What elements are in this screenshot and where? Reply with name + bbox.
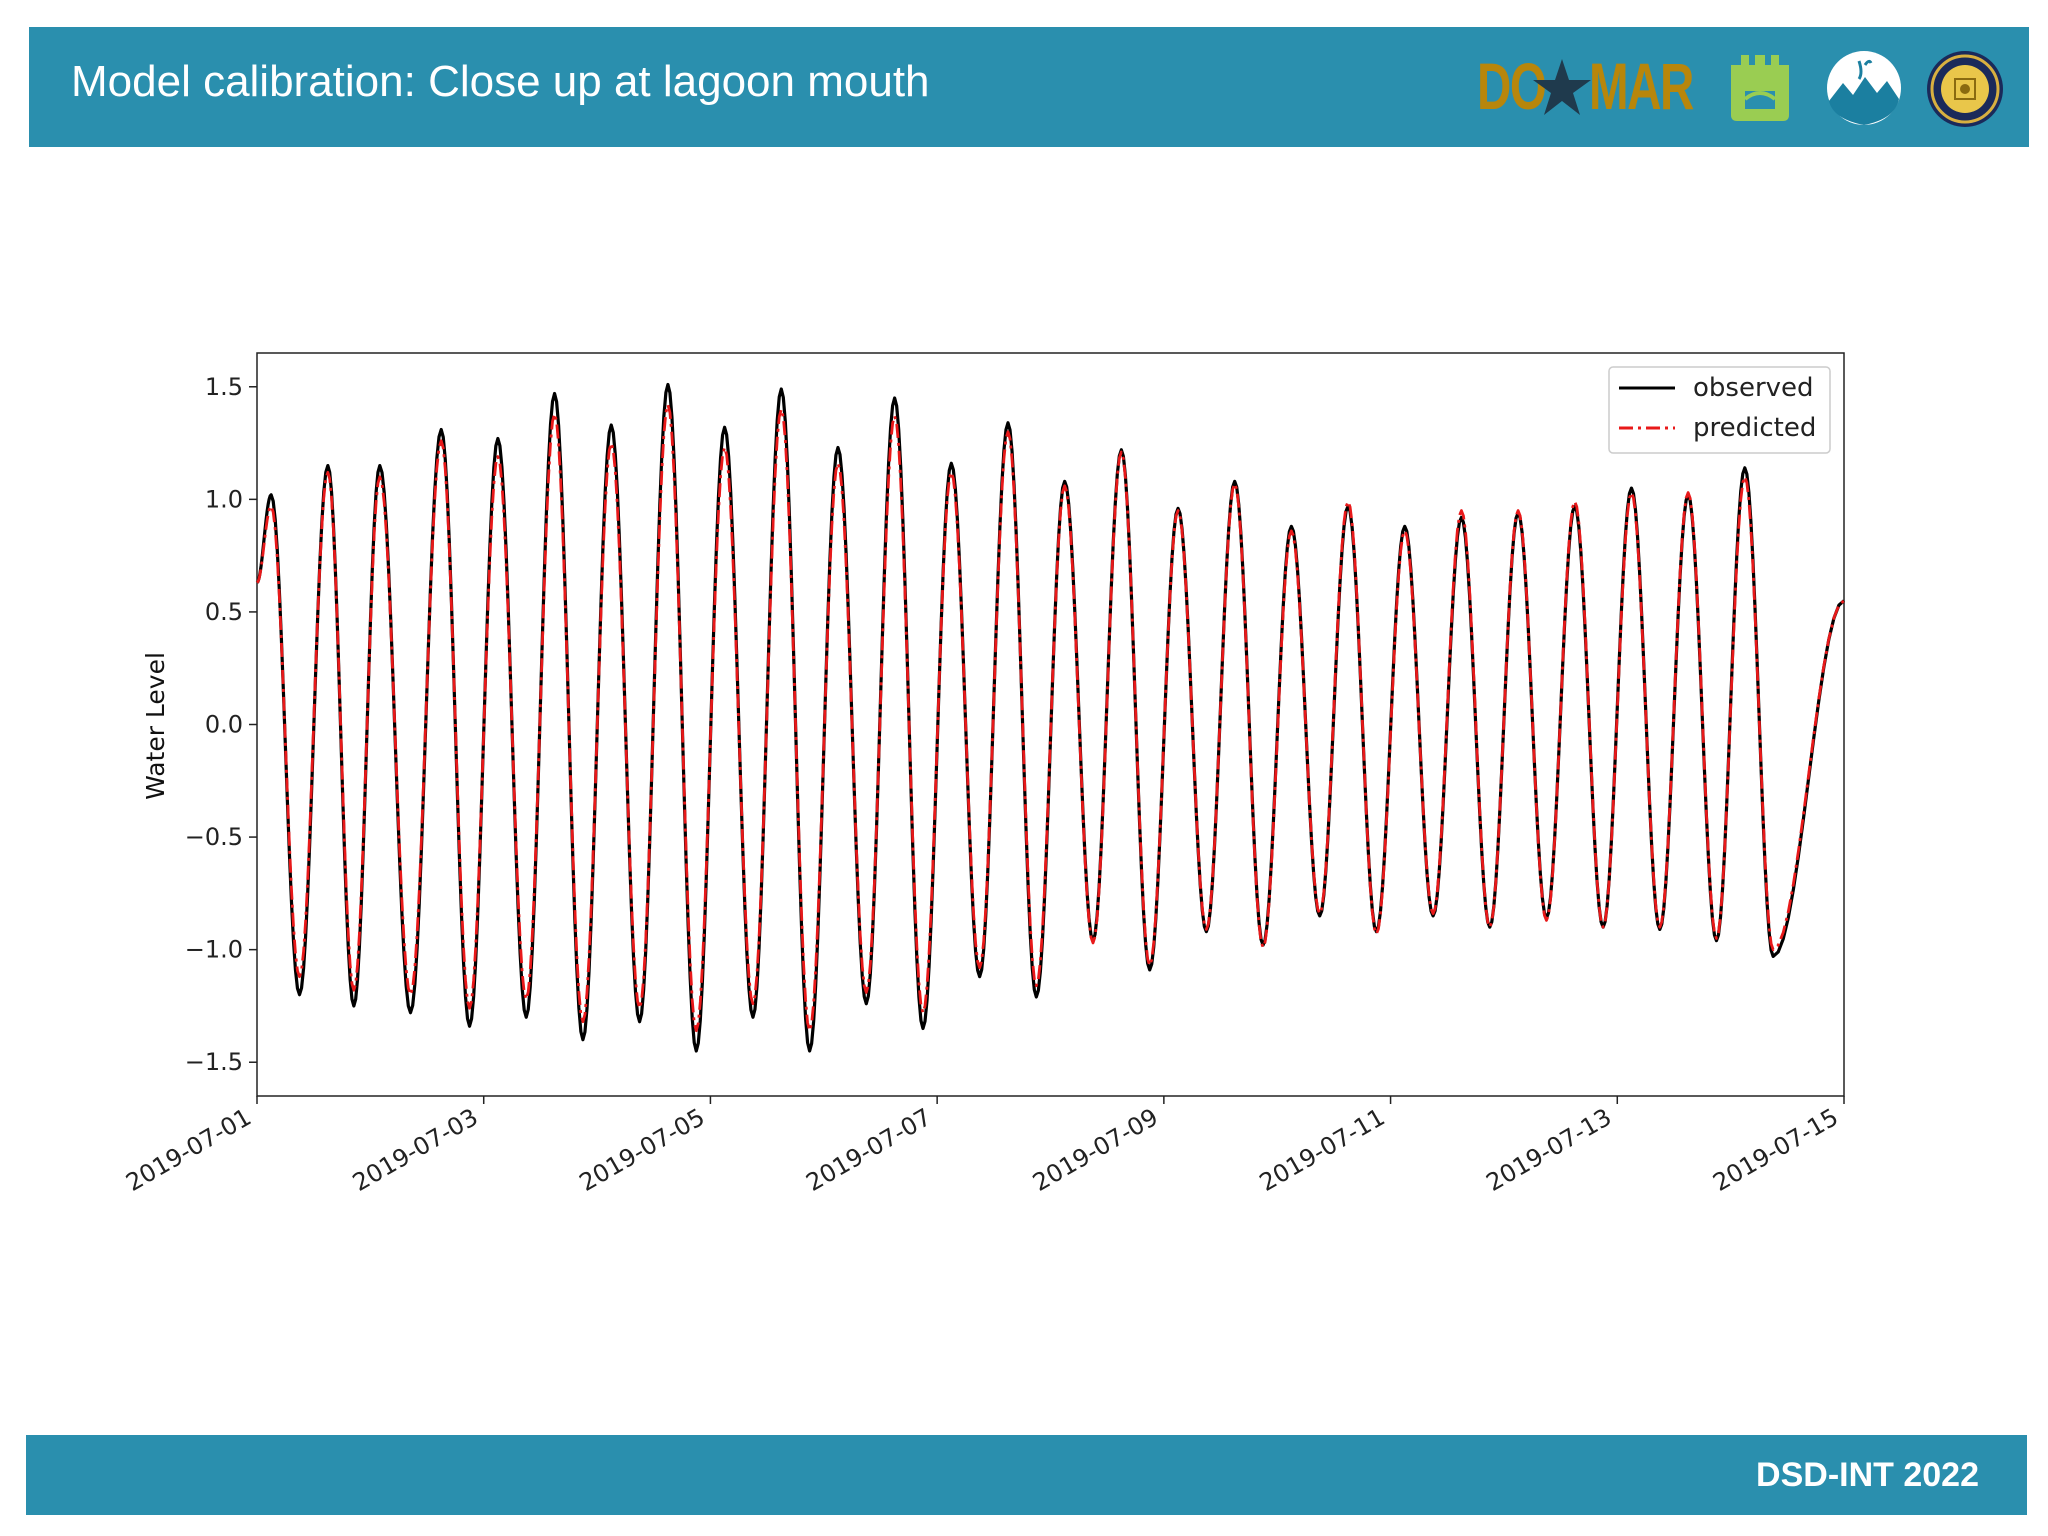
x-tick-label: 2019-07-05 <box>575 1103 710 1197</box>
header-bar: Model calibration: Close up at lagoon mo… <box>29 27 2029 147</box>
y-tick-label: 0.0 <box>205 711 243 739</box>
x-tick-label: 2019-07-01 <box>121 1103 256 1197</box>
y-tick-label: −1.0 <box>185 936 243 964</box>
y-tick-label: 1.0 <box>205 485 243 513</box>
series-layer <box>255 382 1846 1053</box>
wave-logo <box>1827 51 1901 125</box>
footer-bar: DSD-INT 2022 <box>26 1435 2027 1515</box>
y-tick-label: −1.5 <box>185 1048 243 1076</box>
y-tick-label: 0.5 <box>205 598 243 626</box>
legend: observed predicted <box>1608 366 1831 454</box>
domar-logo: DO MAR <box>1477 47 1707 127</box>
x-tick-label: 2019-07-03 <box>348 1103 483 1197</box>
x-tick-label: 2019-07-07 <box>801 1103 936 1197</box>
y-tick-label: 1.5 <box>205 373 243 401</box>
castle-logo <box>1731 55 1789 121</box>
y-axis: −1.5 −1.0 −0.5 0.0 0.5 1.0 1.5 <box>185 373 257 1076</box>
x-tick-label: 2019-07-09 <box>1028 1103 1163 1197</box>
y-axis-label: Water Level <box>141 652 170 800</box>
slide-title: Model calibration: Close up at lagoon mo… <box>71 57 930 106</box>
series-line-predicted <box>256 403 1845 1033</box>
x-tick-label: 2019-07-11 <box>1255 1103 1390 1197</box>
y-tick-label: −0.5 <box>185 823 243 851</box>
domar-logo-text-right: MAR <box>1589 49 1694 123</box>
university-seal-logo <box>1927 51 2003 127</box>
x-axis: 2019-07-01 2019-07-03 2019-07-05 2019-07-07… <box>121 1096 1845 1197</box>
legend-label-predicted: predicted <box>1693 413 1816 443</box>
footer-text: DSD-INT 2022 <box>1756 1456 1979 1494</box>
star-icon <box>1533 59 1591 115</box>
x-tick-label: 2019-07-13 <box>1481 1103 1616 1197</box>
x-tick-label: 2019-07-15 <box>1708 1103 1843 1197</box>
domar-logo-text-left: DO <box>1477 49 1547 123</box>
legend-label-observed: observed <box>1693 373 1814 403</box>
